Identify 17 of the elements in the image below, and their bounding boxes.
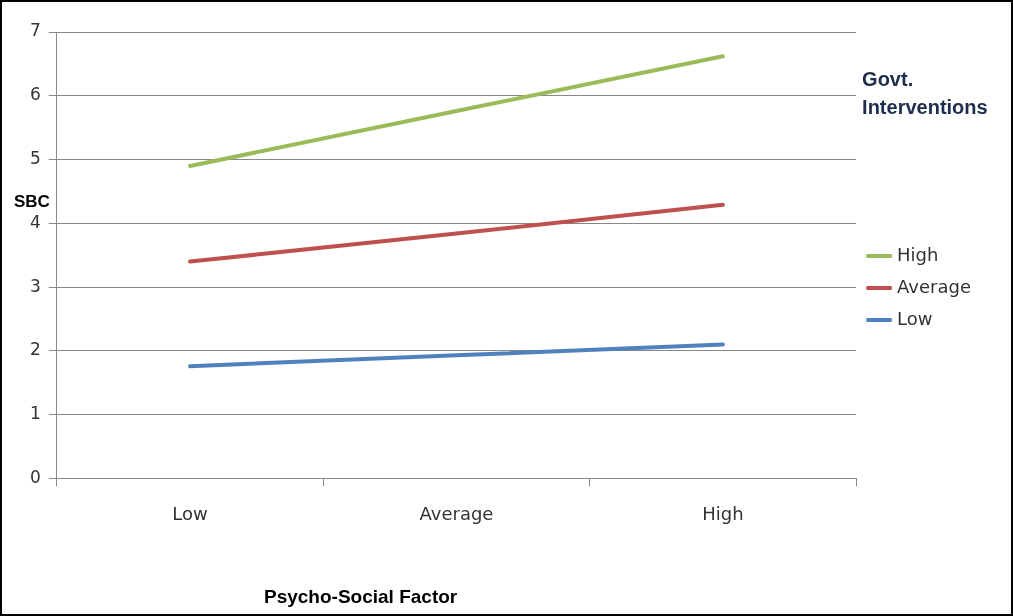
legend-title: Govt. Interventions [862,67,988,118]
y-tick-label: 6 [29,84,41,105]
legend-label: High [897,243,939,265]
legend-label: Average [897,275,972,297]
y-tick-label: 4 [29,211,41,232]
y-tick-label: 2 [29,339,41,360]
y-tick-label: 3 [29,275,41,296]
legend-label: Low [897,307,933,329]
y-axis-title: SBC [14,191,50,211]
x-axis-title: Psycho-Social Factor [264,586,458,608]
y-tick-label: 5 [29,147,41,168]
x-tick-label: Average [419,502,494,524]
y-tick-label: 1 [29,403,41,424]
y-tick-label: 7 [29,20,41,41]
y-tick-label: 0 [29,466,41,487]
x-tick-label: Low [172,502,208,524]
x-tick-label: High [702,502,744,524]
